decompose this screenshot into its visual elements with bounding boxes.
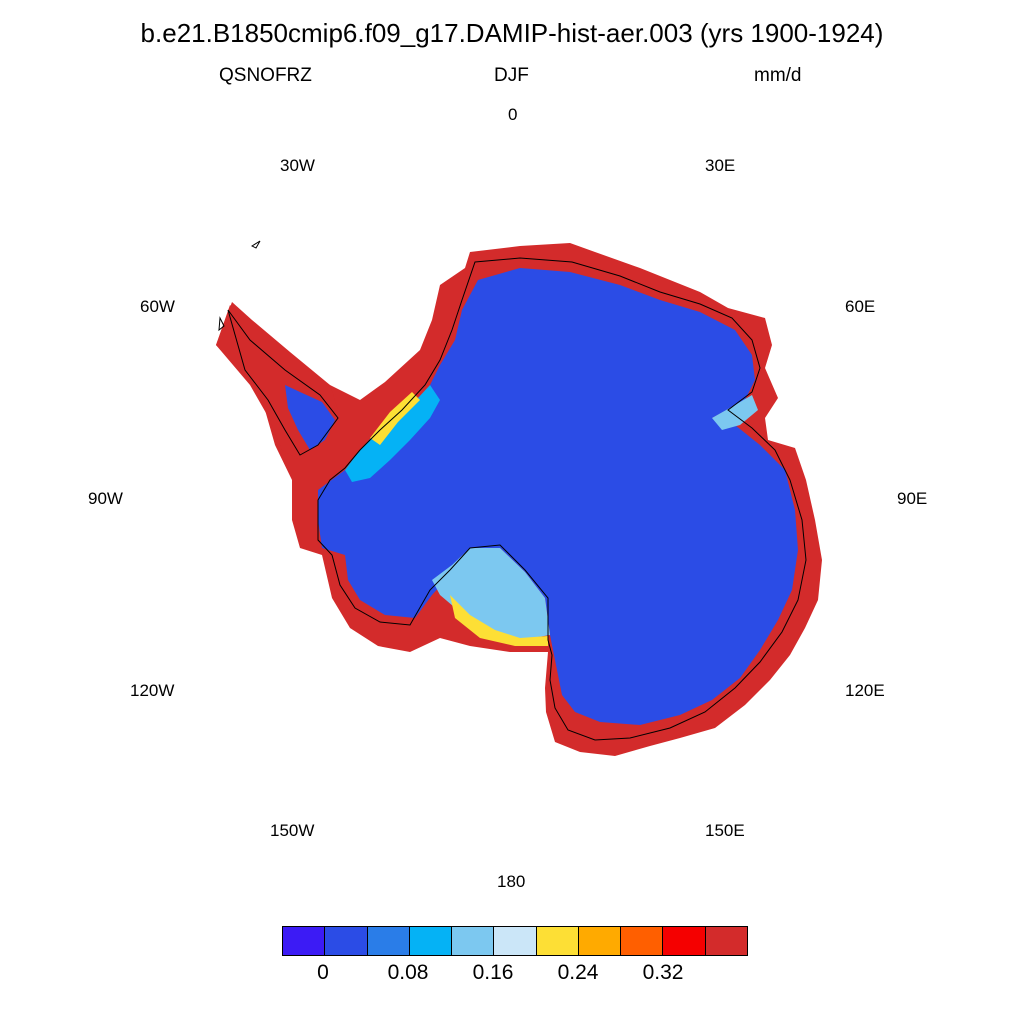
colorbar-box-3 bbox=[409, 927, 453, 955]
colorbar-label-0-16: 0.16 bbox=[472, 961, 514, 984]
lon-label-120w: 120W bbox=[130, 681, 175, 700]
colorbar-label-0: 0 bbox=[317, 961, 329, 984]
colorbar-label-0-08: 0.08 bbox=[387, 961, 429, 984]
ross-sea-edge bbox=[450, 595, 548, 646]
interior-region bbox=[318, 268, 798, 725]
island-outline bbox=[250, 240, 261, 249]
lon-label-60w: 60W bbox=[140, 297, 175, 316]
colorbar-box-5 bbox=[494, 927, 537, 955]
lon-label-60e: 60E bbox=[845, 297, 876, 316]
lon-label-180: 180 bbox=[497, 872, 526, 891]
lon-label-90w: 90W bbox=[88, 489, 123, 508]
colorbar-box-6 bbox=[536, 927, 579, 955]
colorbar-box-8 bbox=[621, 927, 664, 955]
variable-label: QSNOFRZ bbox=[219, 65, 312, 86]
colorbar-label-0-32: 0.32 bbox=[642, 961, 684, 984]
colorbar-box-0 bbox=[283, 927, 326, 955]
peninsula-coastline bbox=[227, 309, 339, 456]
amery-region bbox=[712, 395, 758, 430]
season-label: DJF bbox=[494, 65, 529, 86]
colorbar bbox=[282, 926, 748, 956]
colorbar-box-2 bbox=[367, 927, 410, 955]
lon-label-120e: 120E bbox=[845, 681, 885, 700]
lon-label-150w: 150W bbox=[270, 821, 315, 840]
lon-label-150e: 150E bbox=[705, 821, 745, 840]
lon-label-90e: 90E bbox=[897, 489, 928, 508]
weddell-sea-edge bbox=[370, 392, 420, 445]
weddell-sea-region bbox=[345, 385, 440, 482]
coastline bbox=[317, 257, 807, 741]
colorbar-box-9 bbox=[663, 927, 706, 955]
colorbar-box-7 bbox=[578, 927, 622, 955]
colorbar-box-1 bbox=[325, 927, 368, 955]
lon-label-30e: 30E bbox=[705, 156, 736, 175]
colorbar-label-0-24: 0.24 bbox=[557, 961, 599, 984]
colorbar-box-10 bbox=[705, 927, 747, 955]
south-america-tip-outline bbox=[218, 316, 225, 332]
ross-sea-region bbox=[432, 548, 550, 640]
peninsula-inner bbox=[285, 385, 335, 450]
lon-label-0: 0 bbox=[508, 105, 518, 124]
lon-label-30w: 30W bbox=[280, 156, 315, 175]
colorbar-box-4 bbox=[452, 927, 495, 955]
plot-title: b.e21.B1850cmip6.f09_g17.DAMIP-hist-aer.… bbox=[140, 18, 884, 48]
units-label: mm/d bbox=[754, 65, 802, 86]
